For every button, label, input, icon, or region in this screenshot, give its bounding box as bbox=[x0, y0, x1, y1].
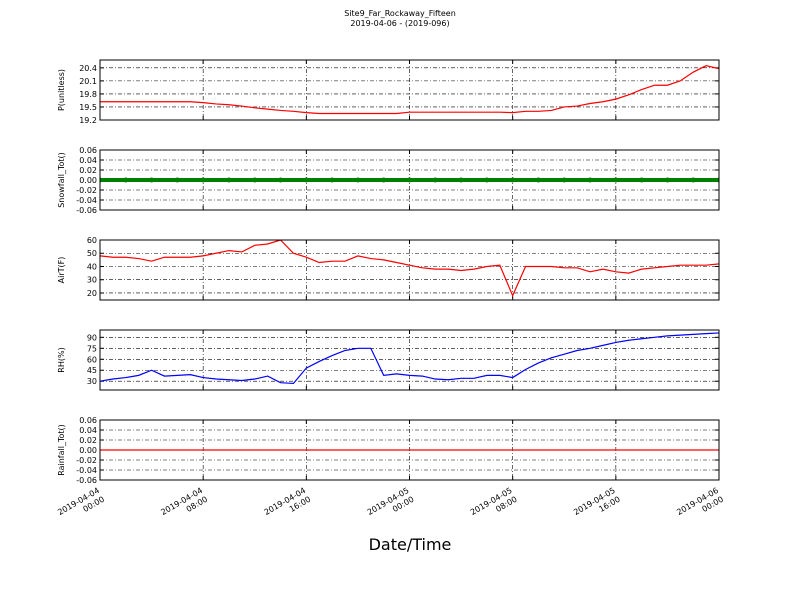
x-axis-label: Date/Time bbox=[369, 535, 452, 554]
y-tick-label: 0.06 bbox=[79, 416, 97, 425]
data-point bbox=[407, 177, 412, 183]
data-point bbox=[149, 177, 155, 183]
plot-area bbox=[100, 332, 719, 385]
data-point bbox=[100, 177, 103, 183]
y-tick-label: 60 bbox=[87, 355, 97, 364]
data-point bbox=[510, 177, 516, 183]
y-tick-label: 0.02 bbox=[79, 166, 97, 175]
axes-frame bbox=[99, 149, 720, 211]
y-tick-label: -0.06 bbox=[76, 476, 97, 485]
data-point bbox=[535, 177, 541, 183]
axes-frame bbox=[99, 329, 720, 391]
data-point bbox=[355, 177, 361, 183]
data-line bbox=[100, 332, 719, 385]
y-axis-label: Snowfall_Tot() bbox=[57, 152, 66, 208]
data-point bbox=[303, 177, 309, 183]
y-axis-label: AirT(F) bbox=[57, 257, 66, 284]
y-tick-label: 19.2 bbox=[79, 116, 97, 125]
y-axis-label: RH(%) bbox=[57, 347, 66, 372]
data-point bbox=[613, 177, 619, 183]
axes-frame bbox=[99, 419, 720, 481]
plot-area bbox=[100, 177, 719, 183]
y-tick-label: 0.02 bbox=[79, 436, 97, 445]
y-tick-label: 0.00 bbox=[79, 176, 97, 185]
y-tick-label: -0.02 bbox=[76, 456, 97, 465]
data-point bbox=[690, 177, 696, 183]
y-tick-label: 0.06 bbox=[79, 146, 97, 155]
y-tick-label: 30 bbox=[87, 276, 97, 285]
x-tick-label: 2019-04-0408:00 bbox=[159, 486, 209, 526]
y-tick-label: 45 bbox=[87, 366, 97, 375]
y-tick-label: 0.00 bbox=[79, 446, 97, 455]
data-line bbox=[100, 65, 719, 115]
data-point bbox=[664, 177, 670, 183]
y-tick-label: -0.02 bbox=[76, 186, 97, 195]
x-tick-label: 2019-04-0516:00 bbox=[572, 486, 622, 526]
data-point bbox=[200, 177, 206, 183]
data-point bbox=[484, 177, 490, 183]
chart-subtitle: 2019-04-06 - (2019-096) bbox=[350, 19, 449, 28]
data-point bbox=[561, 177, 567, 183]
data-point bbox=[716, 177, 719, 183]
axes-frame bbox=[99, 239, 720, 301]
data-point bbox=[432, 177, 438, 183]
y-tick-label: -0.04 bbox=[76, 196, 97, 205]
data-point bbox=[639, 177, 645, 183]
x-tick-label: 2019-04-0400:00 bbox=[56, 486, 106, 526]
chart-title: Site9_Far_Rockaway_Fifteen bbox=[344, 9, 456, 18]
data-point bbox=[226, 177, 232, 183]
y-tick-label: 75 bbox=[87, 344, 97, 353]
y-tick-label: 19.8 bbox=[79, 90, 97, 99]
y-tick-label: 0.04 bbox=[79, 426, 97, 435]
y-tick-label: 50 bbox=[87, 249, 97, 258]
data-point bbox=[174, 177, 180, 183]
plot-area bbox=[100, 65, 719, 115]
y-axis-label: P(unitless) bbox=[57, 69, 66, 111]
y-tick-label: 20 bbox=[87, 289, 97, 298]
y-tick-label: -0.06 bbox=[76, 206, 97, 215]
data-line bbox=[100, 240, 719, 298]
data-point bbox=[329, 177, 335, 183]
x-tick-label: 2019-04-0600:00 bbox=[675, 486, 725, 526]
y-tick-label: 40 bbox=[87, 262, 97, 271]
x-tick-label: 2019-04-0416:00 bbox=[263, 486, 313, 526]
x-tick-label: 2019-04-0500:00 bbox=[366, 486, 416, 526]
data-point bbox=[278, 177, 284, 183]
y-tick-label: 90 bbox=[87, 333, 97, 342]
y-tick-label: -0.04 bbox=[76, 466, 97, 475]
y-tick-label: 60 bbox=[87, 236, 97, 245]
y-axis-label: Rainfall_Tot() bbox=[57, 424, 66, 476]
axes-frame bbox=[99, 59, 720, 121]
data-point bbox=[123, 177, 129, 183]
data-point bbox=[252, 177, 258, 183]
data-point bbox=[587, 177, 593, 183]
plot-area bbox=[100, 240, 719, 298]
y-tick-label: 30 bbox=[87, 377, 97, 386]
x-tick-label: 2019-04-0508:00 bbox=[469, 486, 519, 526]
y-tick-label: 20.1 bbox=[79, 77, 97, 86]
data-point bbox=[458, 177, 464, 183]
data-point bbox=[381, 177, 387, 183]
y-tick-label: 20.4 bbox=[79, 64, 97, 73]
y-tick-label: 19.5 bbox=[79, 103, 97, 112]
y-tick-label: 0.04 bbox=[79, 156, 97, 165]
